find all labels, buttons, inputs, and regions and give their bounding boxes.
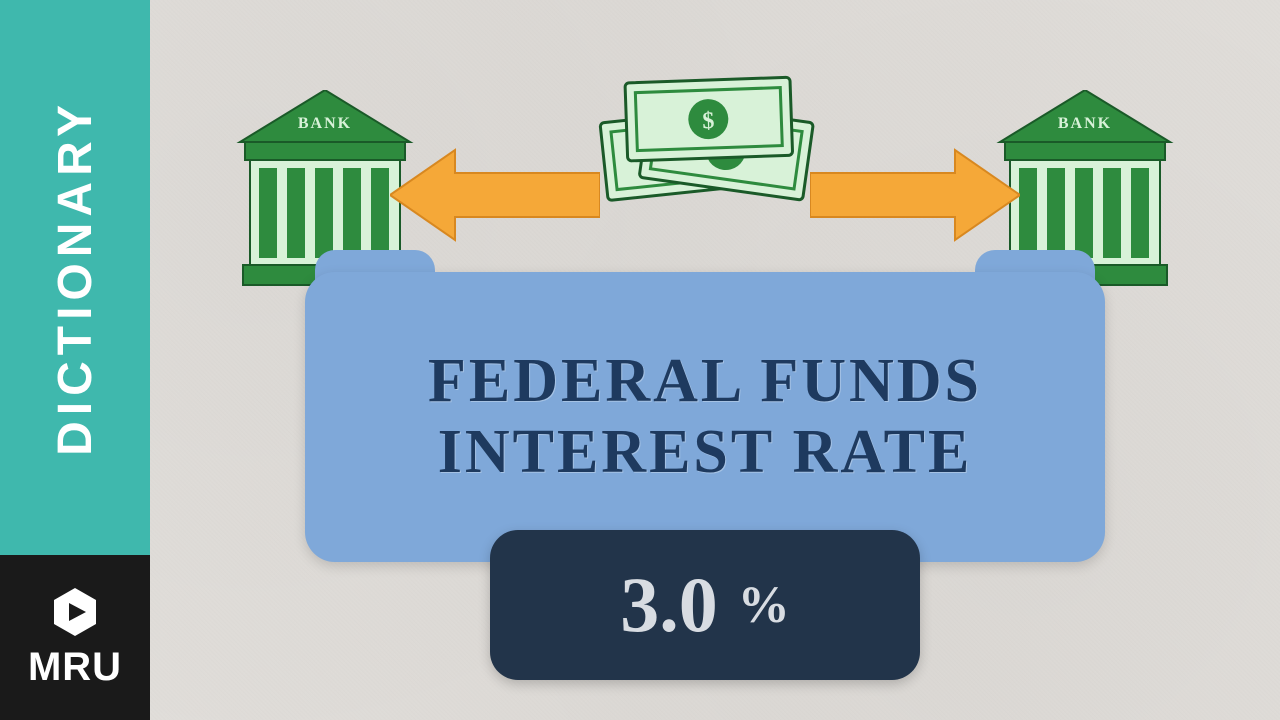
mru-logo: MRU xyxy=(28,585,122,690)
money-icon: $ xyxy=(570,75,850,205)
title-line-2: INTEREST RATE xyxy=(438,417,973,488)
svg-text:BANK: BANK xyxy=(1058,115,1112,132)
main-banner: FEDERAL FUNDS INTEREST RATE xyxy=(305,272,1105,562)
svg-text:$: $ xyxy=(702,108,715,134)
mru-brand-text: MRU xyxy=(28,645,122,690)
content-area: BANK BANK xyxy=(150,0,1280,720)
arrow-left-icon xyxy=(390,145,600,250)
svg-text:BANK: BANK xyxy=(298,115,352,132)
title-line-1: FEDERAL FUNDS xyxy=(428,346,982,417)
dictionary-label: DICTIONARY xyxy=(48,99,103,456)
rate-value: 3.0 xyxy=(620,560,718,650)
hexagon-play-icon xyxy=(48,585,102,639)
sidebar: DICTIONARY MRU xyxy=(0,0,150,720)
sidebar-bottom: MRU xyxy=(0,555,150,720)
rate-box: 3.0 % xyxy=(490,530,920,680)
rate-percent-symbol: % xyxy=(738,576,790,635)
sidebar-top: DICTIONARY xyxy=(0,0,150,555)
